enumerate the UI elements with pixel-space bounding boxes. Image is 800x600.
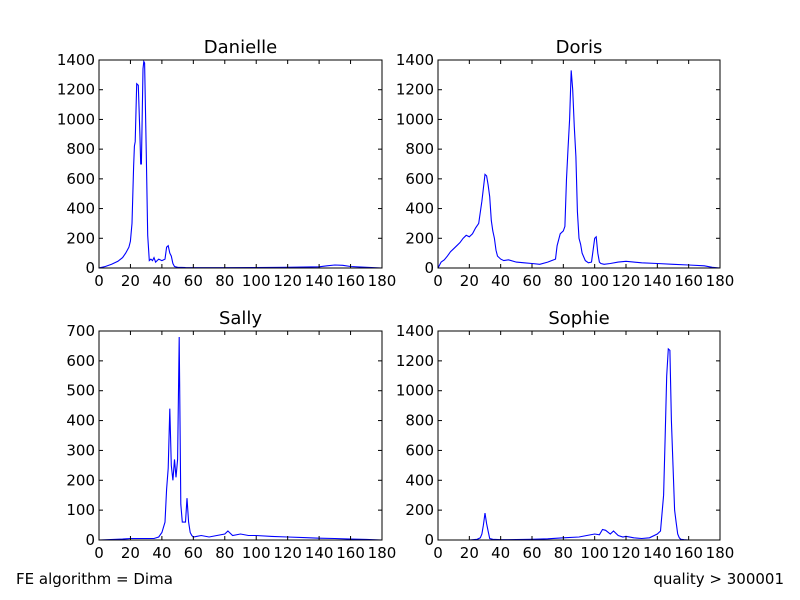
x-tick-label: 0 [94,544,104,562]
y-tick-label: 600 [66,170,95,188]
subplot-3: 0 20 40 60 80 100 120 140 160 1800100200300400500… [66,308,396,562]
x-tick-label: 40 [491,544,510,562]
y-tick-label: 600 [405,170,434,188]
y-tick-label: 800 [66,140,95,158]
x-tick-label: 40 [152,544,171,562]
x-tick-label: 20 [121,544,140,562]
x-tick-label: 60 [184,272,203,290]
x-tick-label: 80 [554,272,573,290]
x-tick-label: 160 [336,544,365,562]
y-tick-label: 200 [405,229,434,247]
x-tick-label: 140 [305,272,334,290]
x-tick-label: 60 [522,272,541,290]
y-tick-label: 400 [405,471,434,489]
x-tick-label: 160 [674,272,703,290]
y-tick-label: 1200 [396,81,434,99]
y-tick-label: 1200 [57,81,95,99]
y-tick-label: 600 [405,441,434,459]
x-tick-label: 140 [643,544,672,562]
subplot-4: 0 20 40 60 80 100 120 140 160 180 0 200 400 600 800 100… [396,308,735,562]
x-tick-label: 40 [491,272,510,290]
y-tick-label: 200 [66,229,95,247]
x-tick-label: 160 [336,272,365,290]
y-tick-label: 0 [85,259,95,277]
plot-frame [98,59,383,269]
y-tick-label: 0 [424,259,434,277]
y-tick-label: 100 [66,501,95,519]
y-tick-label: 600 [66,352,95,370]
x-tick-label: 160 [674,544,703,562]
y-tick-label: 200 [405,501,434,519]
y-tick-label: 400 [405,200,434,218]
y-tick-label: 1400 [396,322,434,340]
x-tick-label: 120 [273,272,302,290]
series-line-1 [438,347,720,540]
x-tick-label: 120 [273,544,302,562]
subplot-1: 0 20 40 60 80 100 120 140 160 180 0 200 400 600 800 100… [57,37,397,290]
x-tick-label: 180 [706,272,735,290]
y-tick-label: 1000 [57,110,95,128]
series-line-1 [99,60,382,268]
series-line-1 [99,336,382,540]
y-tick-label: 800 [405,140,434,158]
plot-frame [437,59,721,269]
y-tick-label: 400 [66,412,95,430]
x-tick-label: 100 [242,544,271,562]
y-tick-label: 1000 [396,110,434,128]
x-tick-label: 100 [242,272,271,290]
y-tick-label: 400 [66,200,95,218]
subplot-title: Sally [219,308,262,329]
subplot-title: Doris [556,37,603,58]
y-tick-label: 1400 [57,51,95,69]
subplot-title: Sophie [548,308,609,329]
y-tick-label: 1000 [396,382,434,400]
x-tick-label: 100 [580,272,609,290]
x-tick-label: 180 [368,544,397,562]
series-line-1 [438,70,720,268]
y-tick-label: 500 [66,382,95,400]
x-tick-label: 120 [612,544,641,562]
y-tick-label: 200 [66,471,95,489]
x-tick-label: 60 [184,544,203,562]
x-tick-label: 140 [305,544,334,562]
x-tick-label: 0 [433,272,443,290]
x-tick-label: 180 [706,544,735,562]
footer-right-text: quality > 300001 [653,570,784,588]
y-tick-label: 1400 [396,51,434,69]
y-tick-label: 700 [66,322,95,340]
x-tick-label: 20 [121,272,140,290]
x-tick-label: 80 [215,544,234,562]
footer-left-text: FE algorithm = Dima [16,570,173,588]
x-tick-label: 60 [522,544,541,562]
plot-frame [98,330,383,541]
x-tick-label: 140 [643,272,672,290]
y-tick-label: 800 [405,412,434,430]
y-tick-label: 1200 [396,352,434,370]
x-tick-label: 100 [580,544,609,562]
x-tick-label: 80 [554,544,573,562]
subplot-title: Danielle [204,37,277,58]
x-tick-label: 40 [152,272,171,290]
x-tick-label: 0 [433,544,443,562]
x-tick-label: 80 [215,272,234,290]
subplot-2: 0 20 40 60 80 100 120 140 160 180 0 200 400 600 800 100… [396,37,735,290]
x-tick-label: 120 [612,272,641,290]
x-tick-label: 180 [368,272,397,290]
x-tick-label: 20 [460,544,479,562]
plot-frame [437,330,721,541]
x-tick-label: 20 [460,272,479,290]
x-tick-label: 0 [94,272,104,290]
y-tick-label: 0 [85,531,95,549]
y-tick-label: 300 [66,441,95,459]
y-tick-label: 0 [424,531,434,549]
